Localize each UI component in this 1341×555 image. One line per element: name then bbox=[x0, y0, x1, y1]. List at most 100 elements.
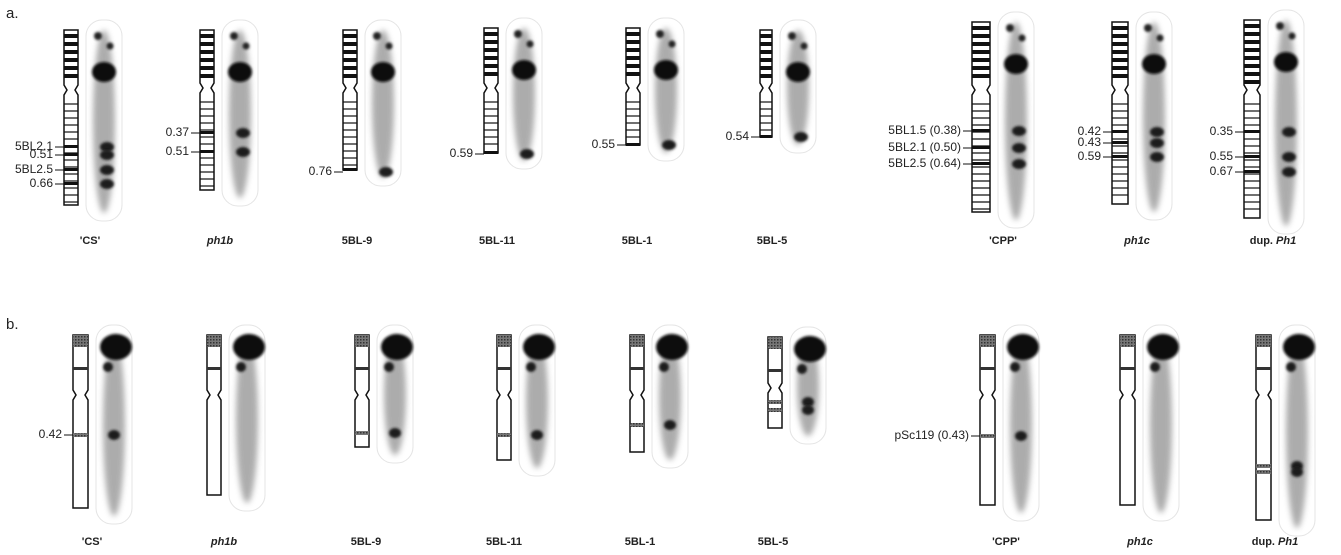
heterochromatin bbox=[669, 41, 676, 48]
band bbox=[1256, 367, 1271, 370]
item-label-name: 'CPP' bbox=[992, 536, 1020, 548]
band bbox=[980, 367, 995, 370]
item-label-name: 5BL-9 bbox=[342, 235, 373, 247]
item-label-name: ph1b bbox=[206, 235, 234, 247]
marker-label: 5BL2.5 bbox=[15, 162, 53, 176]
chromosome-body bbox=[103, 335, 125, 516]
band bbox=[200, 150, 214, 153]
band bbox=[1244, 170, 1260, 173]
marker-label: 0.59 bbox=[1078, 149, 1102, 163]
heterochromatin bbox=[1157, 35, 1164, 42]
signal bbox=[1015, 431, 1027, 441]
band bbox=[760, 74, 772, 78]
band bbox=[972, 26, 990, 30]
band bbox=[1112, 74, 1128, 78]
chromosome-body bbox=[1010, 335, 1032, 513]
ideogram bbox=[497, 335, 511, 460]
item-label: 5BL-11 bbox=[486, 536, 522, 548]
ideogram bbox=[980, 335, 995, 505]
chromosome-body bbox=[229, 30, 251, 198]
heterochromatin bbox=[233, 334, 265, 360]
heterochromatin bbox=[1289, 33, 1296, 40]
heterochromatin bbox=[384, 362, 394, 372]
band bbox=[1244, 48, 1260, 52]
band bbox=[64, 182, 78, 185]
heterochromatin bbox=[526, 362, 536, 372]
band bbox=[64, 168, 78, 171]
marker-label: 0.55 bbox=[592, 137, 616, 151]
chromosome-body bbox=[236, 335, 258, 503]
item-label-name: 'CS' bbox=[82, 536, 103, 548]
band bbox=[343, 168, 357, 171]
heterochromatin bbox=[1147, 334, 1179, 360]
band bbox=[1256, 464, 1271, 468]
band bbox=[1244, 155, 1260, 158]
band bbox=[207, 367, 221, 370]
marker-label: 5BL2.1 (0.50) bbox=[888, 140, 961, 154]
item-label-name: 5BL-9 bbox=[351, 536, 382, 548]
band bbox=[1244, 80, 1260, 84]
signal bbox=[108, 430, 120, 440]
band bbox=[64, 66, 78, 70]
item-label-name: Ph1 bbox=[1276, 235, 1296, 247]
marker-label: 0.66 bbox=[30, 176, 54, 190]
item-label-prefix: dup. bbox=[1250, 235, 1273, 247]
heterochromatin bbox=[1142, 54, 1166, 74]
band bbox=[64, 50, 78, 54]
marker-label: 0.67 bbox=[1210, 164, 1234, 178]
item-label-name: ph1c bbox=[1126, 536, 1153, 548]
signal bbox=[531, 430, 543, 440]
hatched-region bbox=[355, 335, 369, 347]
panel-label: b. bbox=[6, 316, 19, 333]
heterochromatin bbox=[523, 334, 555, 360]
band bbox=[1244, 64, 1260, 68]
item-label-name: 5BL-11 bbox=[479, 235, 515, 247]
band bbox=[1244, 130, 1260, 133]
band bbox=[768, 400, 782, 404]
hatched-region bbox=[1256, 335, 1271, 347]
chromosome-body bbox=[1275, 20, 1297, 226]
heterochromatin bbox=[1283, 334, 1315, 360]
heterochromatin bbox=[797, 364, 807, 374]
hatched-region bbox=[630, 335, 644, 347]
signal bbox=[100, 165, 114, 175]
marker-label: 0.76 bbox=[309, 164, 333, 178]
chromosome-body bbox=[1150, 335, 1172, 513]
chromosome-body bbox=[513, 28, 535, 161]
band bbox=[1112, 155, 1128, 158]
heterochromatin bbox=[794, 336, 826, 362]
item-label-name: Ph1 bbox=[1278, 536, 1298, 548]
band bbox=[484, 72, 498, 76]
item-label: dup. Ph1 bbox=[1250, 235, 1296, 247]
marker-label: 0.55 bbox=[1210, 149, 1234, 163]
band bbox=[626, 72, 640, 76]
band bbox=[1112, 50, 1128, 54]
item-label-name: 5BL-5 bbox=[757, 235, 788, 247]
band bbox=[1244, 56, 1260, 60]
band bbox=[343, 50, 357, 54]
item-label-name: 'CPP' bbox=[989, 235, 1017, 247]
band bbox=[64, 145, 78, 148]
band bbox=[972, 74, 990, 78]
ideogram bbox=[1120, 335, 1135, 505]
band bbox=[1244, 40, 1260, 44]
band bbox=[630, 367, 644, 370]
chromosome-body bbox=[1143, 22, 1165, 212]
item-label: 5BL-1 bbox=[622, 235, 653, 247]
item-label: 5BL-9 bbox=[351, 536, 382, 548]
item-label: dup. Ph1 bbox=[1252, 536, 1298, 548]
signal bbox=[520, 149, 534, 159]
hatched-region bbox=[768, 337, 782, 349]
heterochromatin bbox=[1004, 54, 1028, 74]
band bbox=[760, 135, 772, 138]
signal bbox=[1291, 467, 1303, 477]
signal bbox=[1282, 127, 1296, 137]
ideogram bbox=[73, 335, 88, 508]
heterochromatin bbox=[659, 362, 669, 372]
heterochromatin bbox=[386, 43, 393, 50]
heterochromatin bbox=[230, 32, 238, 40]
hatched-region bbox=[207, 335, 221, 347]
band bbox=[768, 408, 782, 412]
heterochromatin bbox=[1286, 362, 1296, 372]
figure: a.5BL2.10.515BL2.50.66'CS'0.370.51ph1b0.… bbox=[0, 0, 1341, 555]
